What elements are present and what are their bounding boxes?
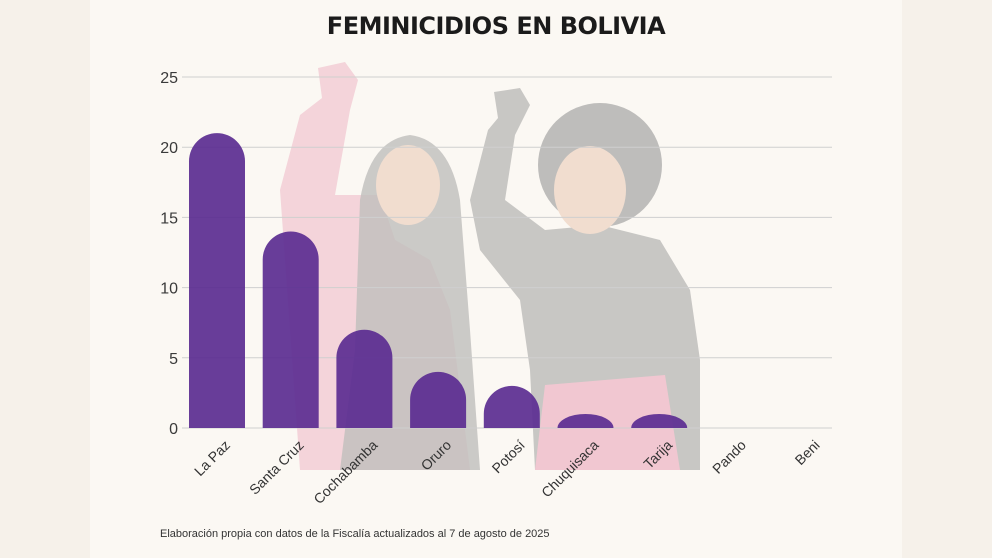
- bar-tarija: [631, 413, 688, 428]
- chart-title: FEMINICIDIOS EN BOLIVIA: [326, 12, 666, 40]
- y-tick-label: 0: [169, 421, 178, 438]
- bar-cochabamba: [336, 329, 393, 428]
- bar-la-paz: [189, 133, 245, 428]
- source-caption: Elaboración propia con datos de la Fisca…: [160, 528, 550, 540]
- bars: [189, 133, 688, 428]
- right-margin-band: [902, 0, 992, 558]
- bar-santa-cruz: [262, 231, 319, 428]
- x-tick-label: Potosí: [489, 437, 528, 476]
- y-tick-label: 10: [160, 281, 178, 298]
- x-tick-label: Santa Cruz: [246, 437, 307, 498]
- y-tick-label: 20: [160, 140, 178, 157]
- x-tick-label: Pando: [709, 437, 749, 477]
- y-tick-label: 15: [160, 210, 178, 227]
- x-axis-ticks: La Paz Santa Cruz Cochabamba Oruro Potosí Chu…: [191, 437, 823, 507]
- y-tick-label: 25: [160, 70, 178, 87]
- x-tick-label: La Paz: [191, 437, 233, 479]
- x-tick-label: Beni: [792, 437, 823, 468]
- y-axis-ticks: 0 5 10 15 20 25: [160, 70, 178, 438]
- bar-chuquisaca: [557, 413, 614, 428]
- bar-potosí: [483, 385, 540, 428]
- left-margin-band: [0, 0, 90, 558]
- y-tick-label: 5: [169, 351, 178, 368]
- bar-oruro: [410, 371, 467, 428]
